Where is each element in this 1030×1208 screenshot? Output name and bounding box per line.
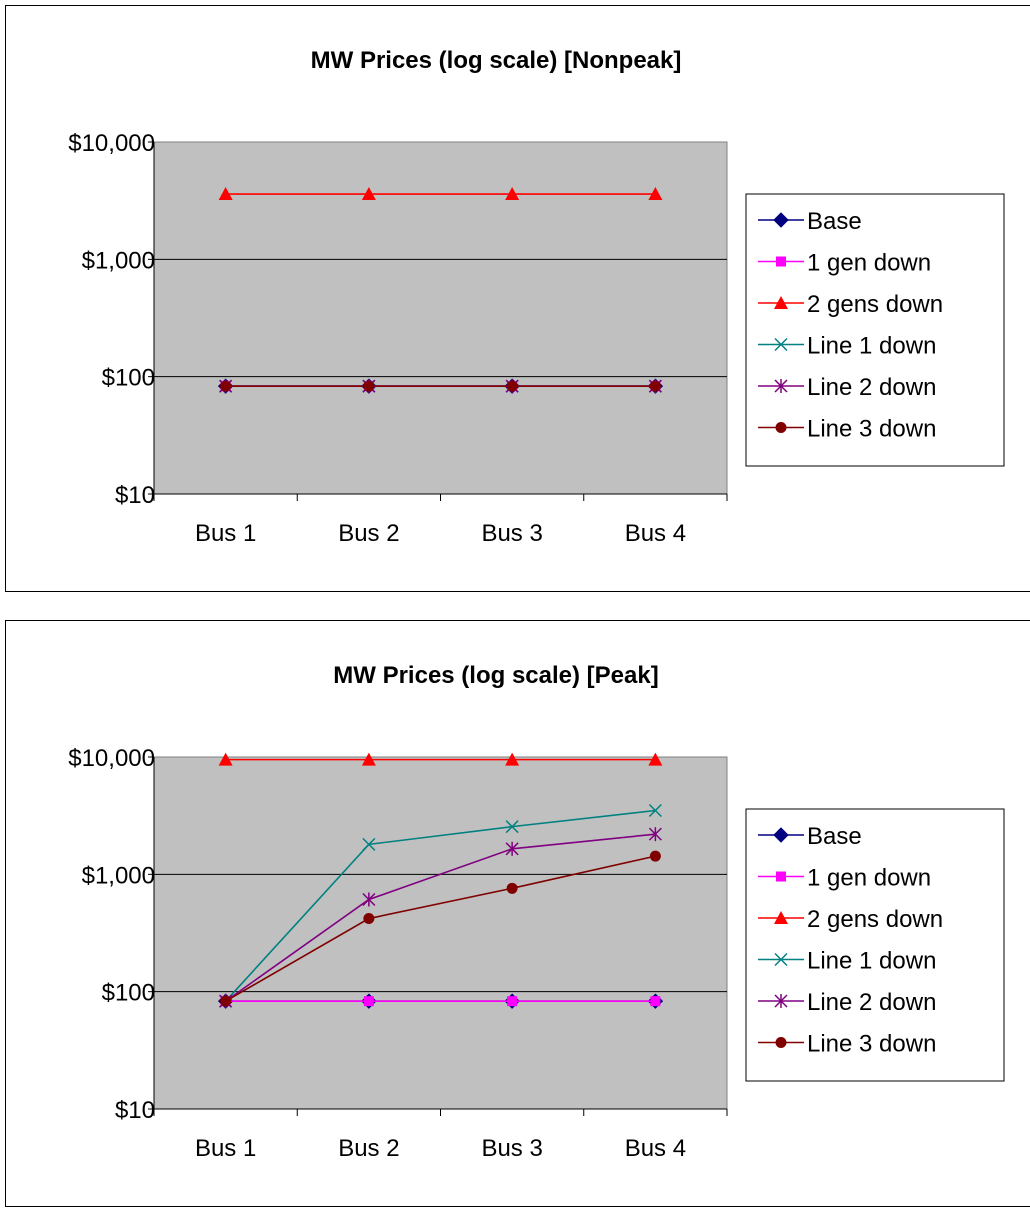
peak-legend-marker-1-gen-down — [776, 871, 786, 882]
peak-legend-label-base: Base — [807, 823, 862, 850]
peak-legend-label-line-1-down: Line 1 down — [807, 948, 936, 975]
nonpeak-legend-marker-line-1-down — [774, 337, 788, 352]
peak-xtick-label-bus-4: Bus 4 — [625, 1135, 686, 1162]
peak-ytick-label-1: $100 — [102, 980, 155, 1007]
nonpeak-point-2-gens-down-0 — [218, 187, 233, 201]
peak-point-line-2-down-3 — [648, 827, 662, 842]
peak-line-line-1-down — [225, 809, 656, 1002]
nonpeak-xtick-label-bus-3: Bus 3 — [481, 520, 542, 547]
chart-nonpeak-svg: MW Prices (log scale) [Nonpeak] $10 $100 $1… — [68, 47, 1005, 547]
peak-point-2-gens-down-2 — [505, 752, 520, 766]
peak-legend-marker-line-3-down — [775, 1037, 787, 1048]
peak-point-line-3-down-3 — [649, 850, 661, 862]
nonpeak-title: MW Prices (log scale) [Nonpeak] — [311, 47, 682, 74]
nonpeak-legend-marker-line-3-down — [775, 422, 787, 433]
peak-title: MW Prices (log scale) [Peak] — [333, 662, 658, 689]
peak-legend-marker-line-1-down — [774, 952, 788, 967]
nonpeak-series-line-3-down — [220, 380, 661, 392]
peak-series-2-gens-down — [218, 752, 663, 766]
nonpeak-xtick-label-bus-4: Bus 4 — [625, 520, 686, 547]
nonpeak-series-2-gens-down — [218, 187, 663, 201]
peak-xtick-label-bus-1: Bus 1 — [195, 1135, 256, 1162]
peak-legend-marker-line-2-down — [774, 994, 788, 1008]
peak-point-2-gens-down-0 — [218, 752, 233, 766]
peak-plot-area — [153, 756, 728, 1110]
peak-ytick-label-3: $10,000 — [68, 745, 155, 772]
nonpeak-point-2-gens-down-3 — [648, 187, 663, 201]
peak-legend-label-line-2-down: Line 2 down — [807, 989, 936, 1016]
nonpeak-ytick-label-3: $10,000 — [68, 130, 155, 157]
nonpeak-point-2-gens-down-2 — [505, 187, 520, 201]
peak-xtick-label-bus-2: Bus 2 — [338, 1135, 399, 1162]
nonpeak-legend-label-1-gen-down: 1 gen down — [807, 250, 931, 277]
peak-point-line-3-down-1 — [363, 913, 375, 925]
nonpeak-plot-area — [153, 141, 728, 495]
peak-ytick-label-2: $1,000 — [82, 862, 155, 889]
peak-legend-marker-base — [773, 827, 789, 843]
peak-legend-label-line-3-down: Line 3 down — [807, 1031, 936, 1058]
peak-point-line-3-down-2 — [506, 882, 518, 894]
peak-legend-marker-2-gens-down — [774, 911, 788, 924]
nonpeak-point-line-3-down-3 — [649, 380, 661, 392]
peak-point-2-gens-down-3 — [648, 752, 663, 766]
peak-point-2-gens-down-1 — [361, 752, 376, 766]
chart-peak-svg: MW Prices (log scale) [Peak] $10 $100 $1,00… — [68, 662, 1005, 1162]
peak-point-line-1-down-1 — [362, 837, 376, 851]
nonpeak-legend-label-2-gens-down: 2 gens down — [807, 291, 943, 318]
peak-ytick-label-0: $10 — [115, 1097, 155, 1124]
nonpeak-ytick-label-1: $100 — [102, 365, 155, 392]
peak-point-line-2-down-1 — [362, 892, 376, 907]
chart-nonpeak: MW Prices (log scale) [Nonpeak] $10 $100 $1… — [5, 5, 1030, 592]
nonpeak-legend-marker-1-gen-down — [776, 256, 786, 267]
peak-point-1-gen-down-1 — [363, 996, 374, 1007]
peak-legend-label-1-gen-down: 1 gen down — [807, 865, 931, 892]
peak-point-line-1-down-3 — [648, 803, 662, 818]
nonpeak-legend-label-line-2-down: Line 2 down — [807, 374, 936, 401]
peak-legend-label-2-gens-down: 2 gens down — [807, 906, 943, 933]
chart-peak: MW Prices (log scale) [Peak] $10 $100 $1,00… — [5, 620, 1030, 1207]
peak-point-line-3-down-0 — [220, 995, 232, 1007]
nonpeak-legend-marker-line-2-down — [774, 379, 788, 393]
nonpeak-legend-label-base: Base — [807, 208, 862, 235]
peak-point-1-gen-down-2 — [507, 996, 518, 1007]
nonpeak-ytick-label-2: $1,000 — [82, 247, 155, 274]
peak-line-line-2-down — [225, 833, 656, 1002]
nonpeak-legend-marker-base — [773, 212, 789, 228]
nonpeak-xtick-label-bus-1: Bus 1 — [195, 520, 256, 547]
peak-line-line-3-down — [225, 855, 656, 1002]
nonpeak-point-line-3-down-1 — [363, 380, 375, 392]
nonpeak-xtick-label-bus-2: Bus 2 — [338, 520, 399, 547]
nonpeak-legend-label-line-3-down: Line 3 down — [807, 416, 936, 443]
peak-xtick-label-bus-3: Bus 3 — [481, 1135, 542, 1162]
nonpeak-legend-marker-2-gens-down — [774, 296, 788, 309]
nonpeak-ytick-label-0: $10 — [115, 482, 155, 509]
peak-point-1-gen-down-3 — [650, 996, 661, 1007]
nonpeak-point-line-3-down-2 — [506, 380, 518, 392]
peak-point-line-2-down-2 — [505, 841, 519, 856]
peak-series-line-3-down — [220, 850, 661, 1007]
nonpeak-legend — [745, 193, 1005, 467]
nonpeak-point-2-gens-down-1 — [361, 187, 376, 201]
nonpeak-point-line-3-down-0 — [220, 380, 232, 392]
peak-point-line-1-down-2 — [505, 820, 519, 834]
peak-legend — [745, 808, 1005, 1082]
nonpeak-legend-label-line-1-down: Line 1 down — [807, 333, 936, 360]
